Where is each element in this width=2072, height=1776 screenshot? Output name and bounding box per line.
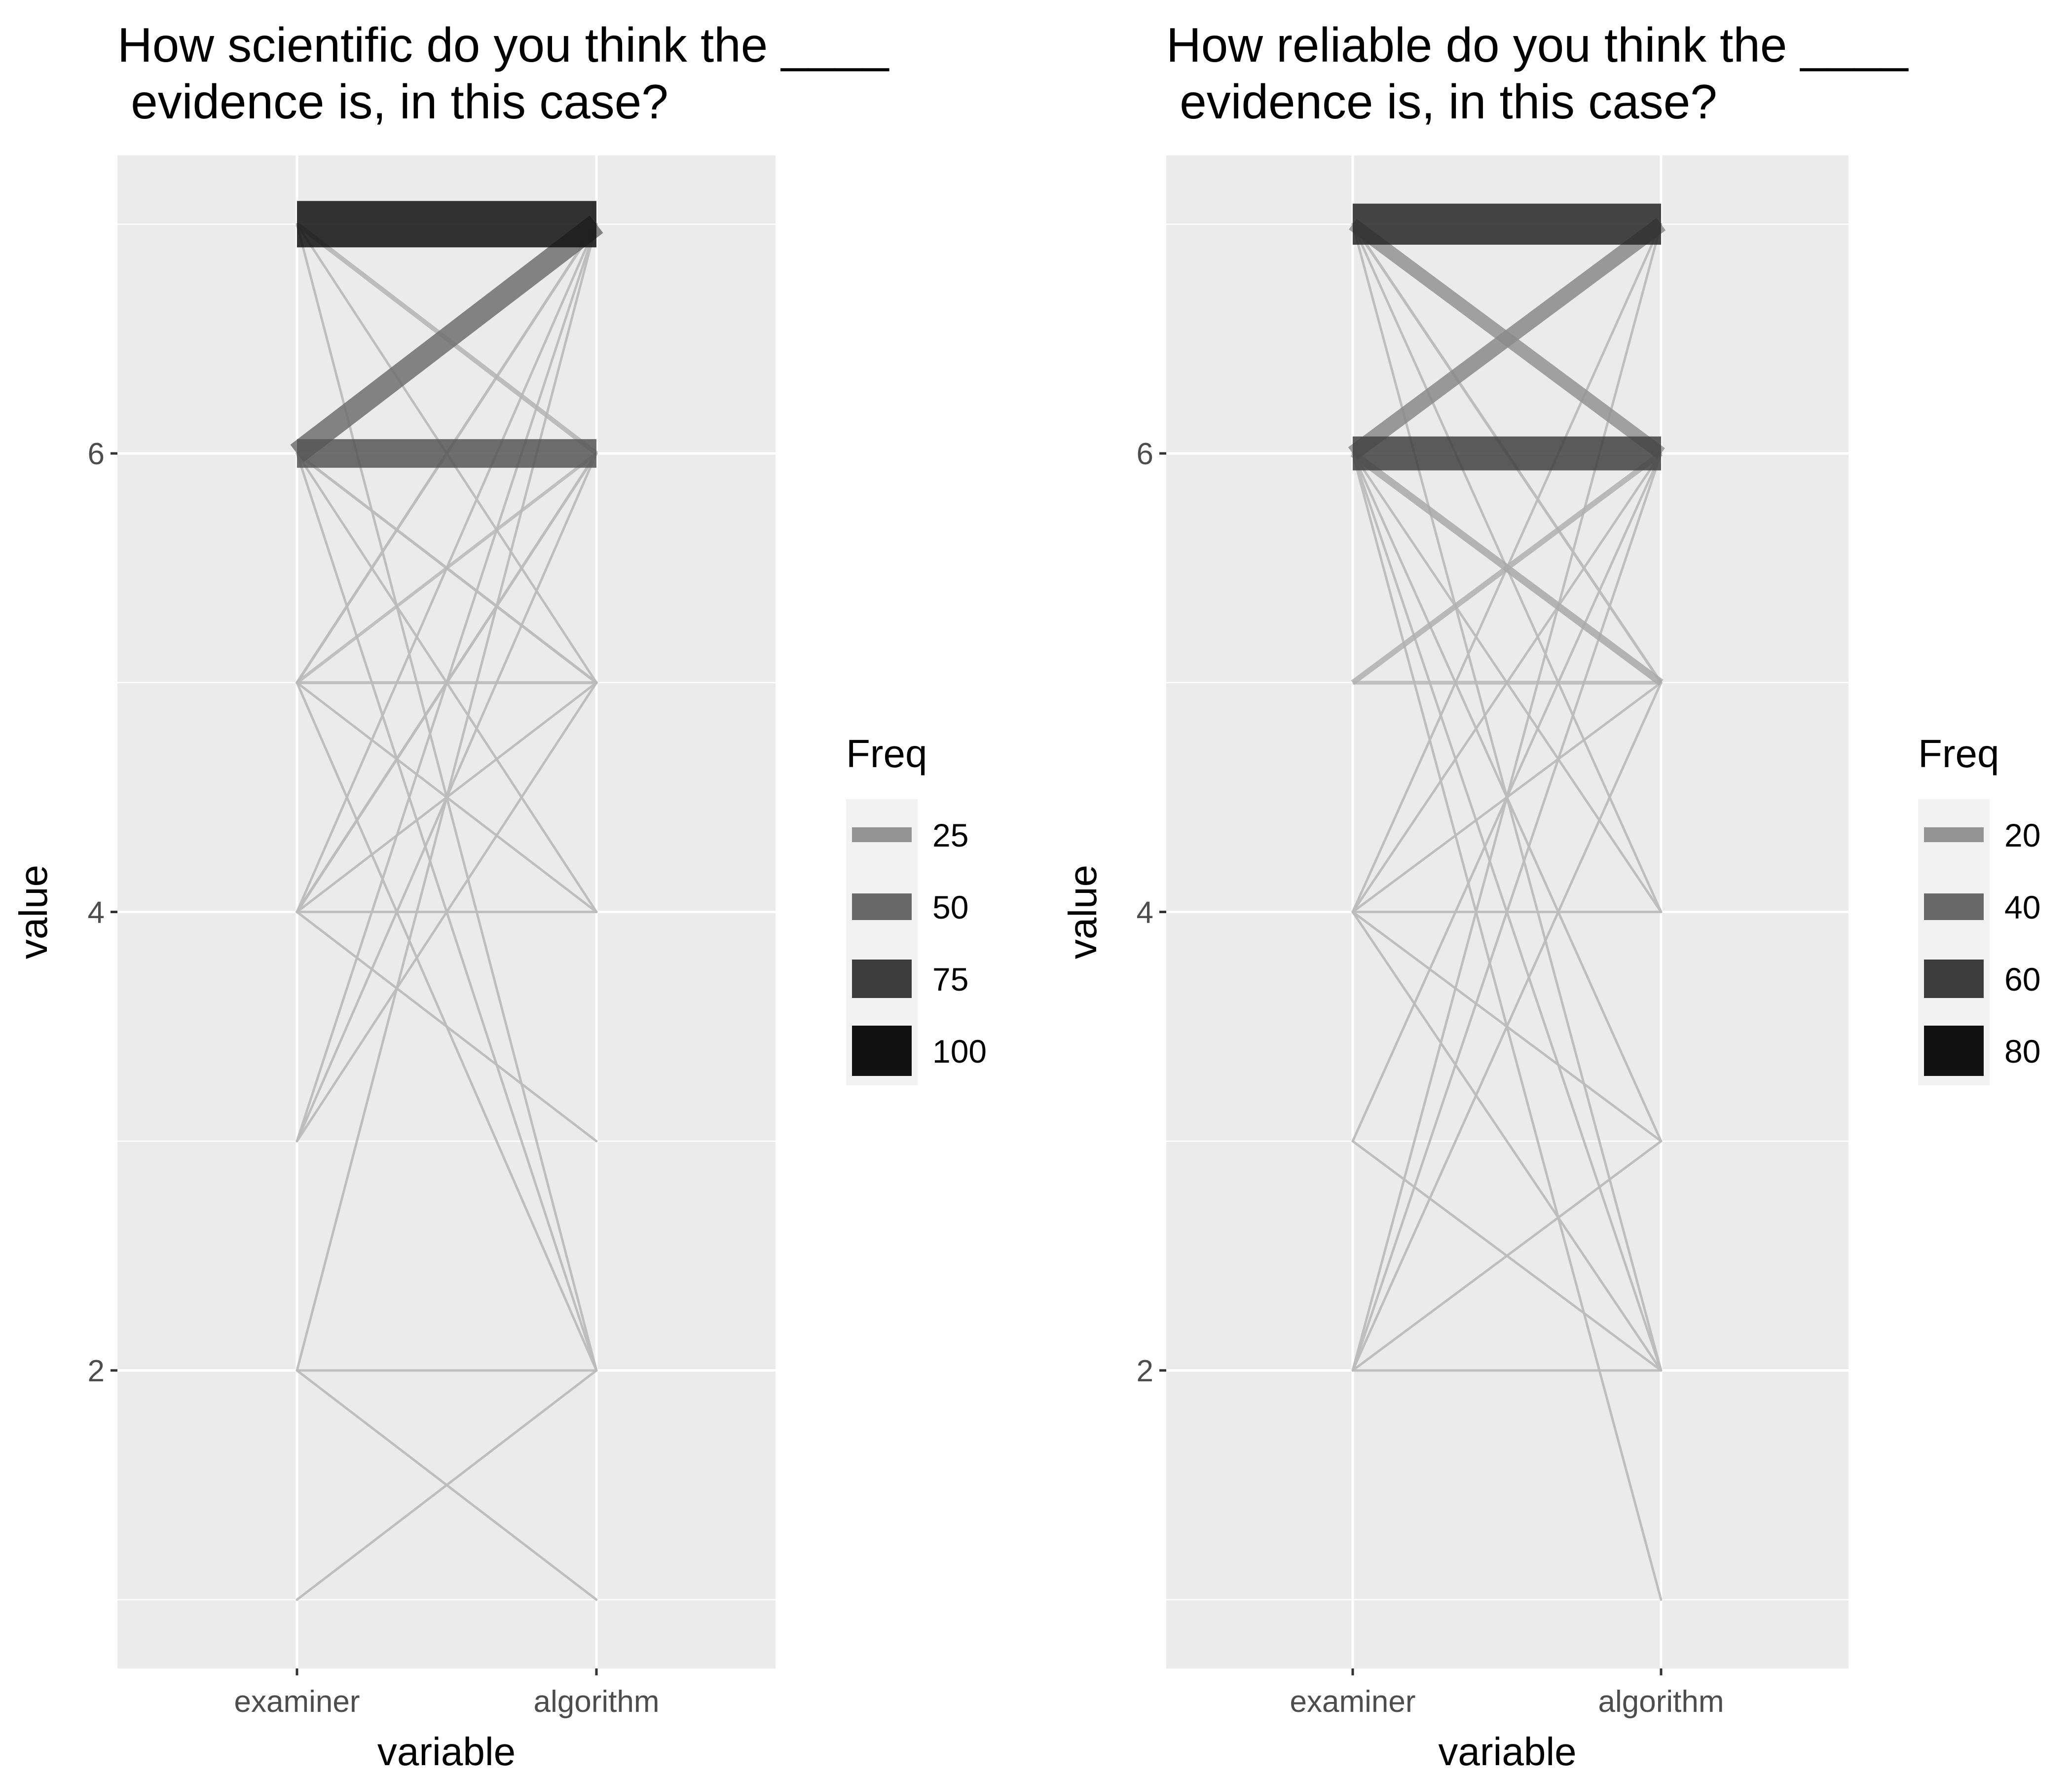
y-tick-label: 4 — [88, 896, 105, 930]
legend-swatch — [852, 960, 912, 998]
x-tick-label-algorithm: algorithm — [1598, 1685, 1724, 1719]
legend-swatch — [852, 827, 912, 842]
legend-swatch — [852, 1026, 912, 1076]
legend-label: 25 — [932, 817, 968, 853]
legend-label: 20 — [2004, 817, 2040, 853]
legend-label: 40 — [2004, 889, 2040, 925]
chart-title-line-1: How reliable do you think the ____ — [1166, 18, 1909, 72]
legend-label: 80 — [2004, 1033, 2040, 1070]
x-axis-title: variable — [377, 1730, 516, 1774]
chart-panel-2: 2 4 6 examiner algorithm variable value How rel… — [1061, 18, 2040, 1774]
chart-title-line-2: evidence is, in this case? — [117, 74, 668, 129]
segment-6-to-7 — [1348, 218, 1666, 460]
legend-label: 50 — [932, 889, 968, 925]
segment-6-to-7 — [290, 215, 603, 462]
chart-panel-1: 2 4 6 examiner algorithm variable value How sci… — [11, 18, 987, 1774]
legend-label: 100 — [932, 1033, 987, 1070]
legend-label: 60 — [2004, 961, 2040, 998]
segment-6-to-5 — [1350, 450, 1664, 686]
legend-swatch — [1924, 960, 1984, 998]
y-tick-label: 4 — [1137, 896, 1153, 930]
legend-title: Freq — [1918, 732, 1999, 776]
segment-2-to-3 — [1351, 1140, 1663, 1372]
legend: Freq 25 50 75 100 — [846, 732, 987, 1085]
segment-5-to-6 — [296, 452, 598, 684]
segment-4-to-6 — [296, 452, 598, 914]
x-tick-label-examiner: examiner — [1290, 1685, 1416, 1719]
y-tick-label: 2 — [88, 1354, 105, 1388]
x-axis-title: variable — [1438, 1730, 1576, 1774]
y-axis-title: value — [11, 865, 55, 959]
y-tick-label: 6 — [1137, 437, 1153, 471]
x-tick-label-examiner: examiner — [234, 1685, 360, 1719]
y-tick-label: 6 — [88, 437, 105, 471]
chart-title-line-2: evidence is, in this case? — [1166, 74, 1717, 129]
legend-swatch — [852, 893, 912, 920]
x-tick-label-algorithm: algorithm — [534, 1685, 660, 1719]
y-axis-title: value — [1061, 865, 1105, 959]
legend-swatch — [1924, 1026, 1984, 1076]
segment-3-to-5 — [296, 681, 598, 1143]
segment-4-to-2 — [1351, 911, 1663, 1372]
legend-swatch — [1924, 827, 1984, 842]
y-tick-label: 2 — [1137, 1354, 1153, 1388]
legend-swatch — [1924, 893, 1984, 920]
segment-4-to-3 — [296, 911, 598, 1143]
legend-title: Freq — [846, 732, 927, 776]
segment-2-to-5 — [1351, 681, 1663, 1372]
segment-1-to-2 — [296, 1369, 598, 1601]
legend: Freq 20 40 60 80 — [1918, 732, 2040, 1085]
chart-title-line-1: How scientific do you think the ____ — [117, 18, 889, 72]
legend-label: 75 — [932, 961, 968, 998]
